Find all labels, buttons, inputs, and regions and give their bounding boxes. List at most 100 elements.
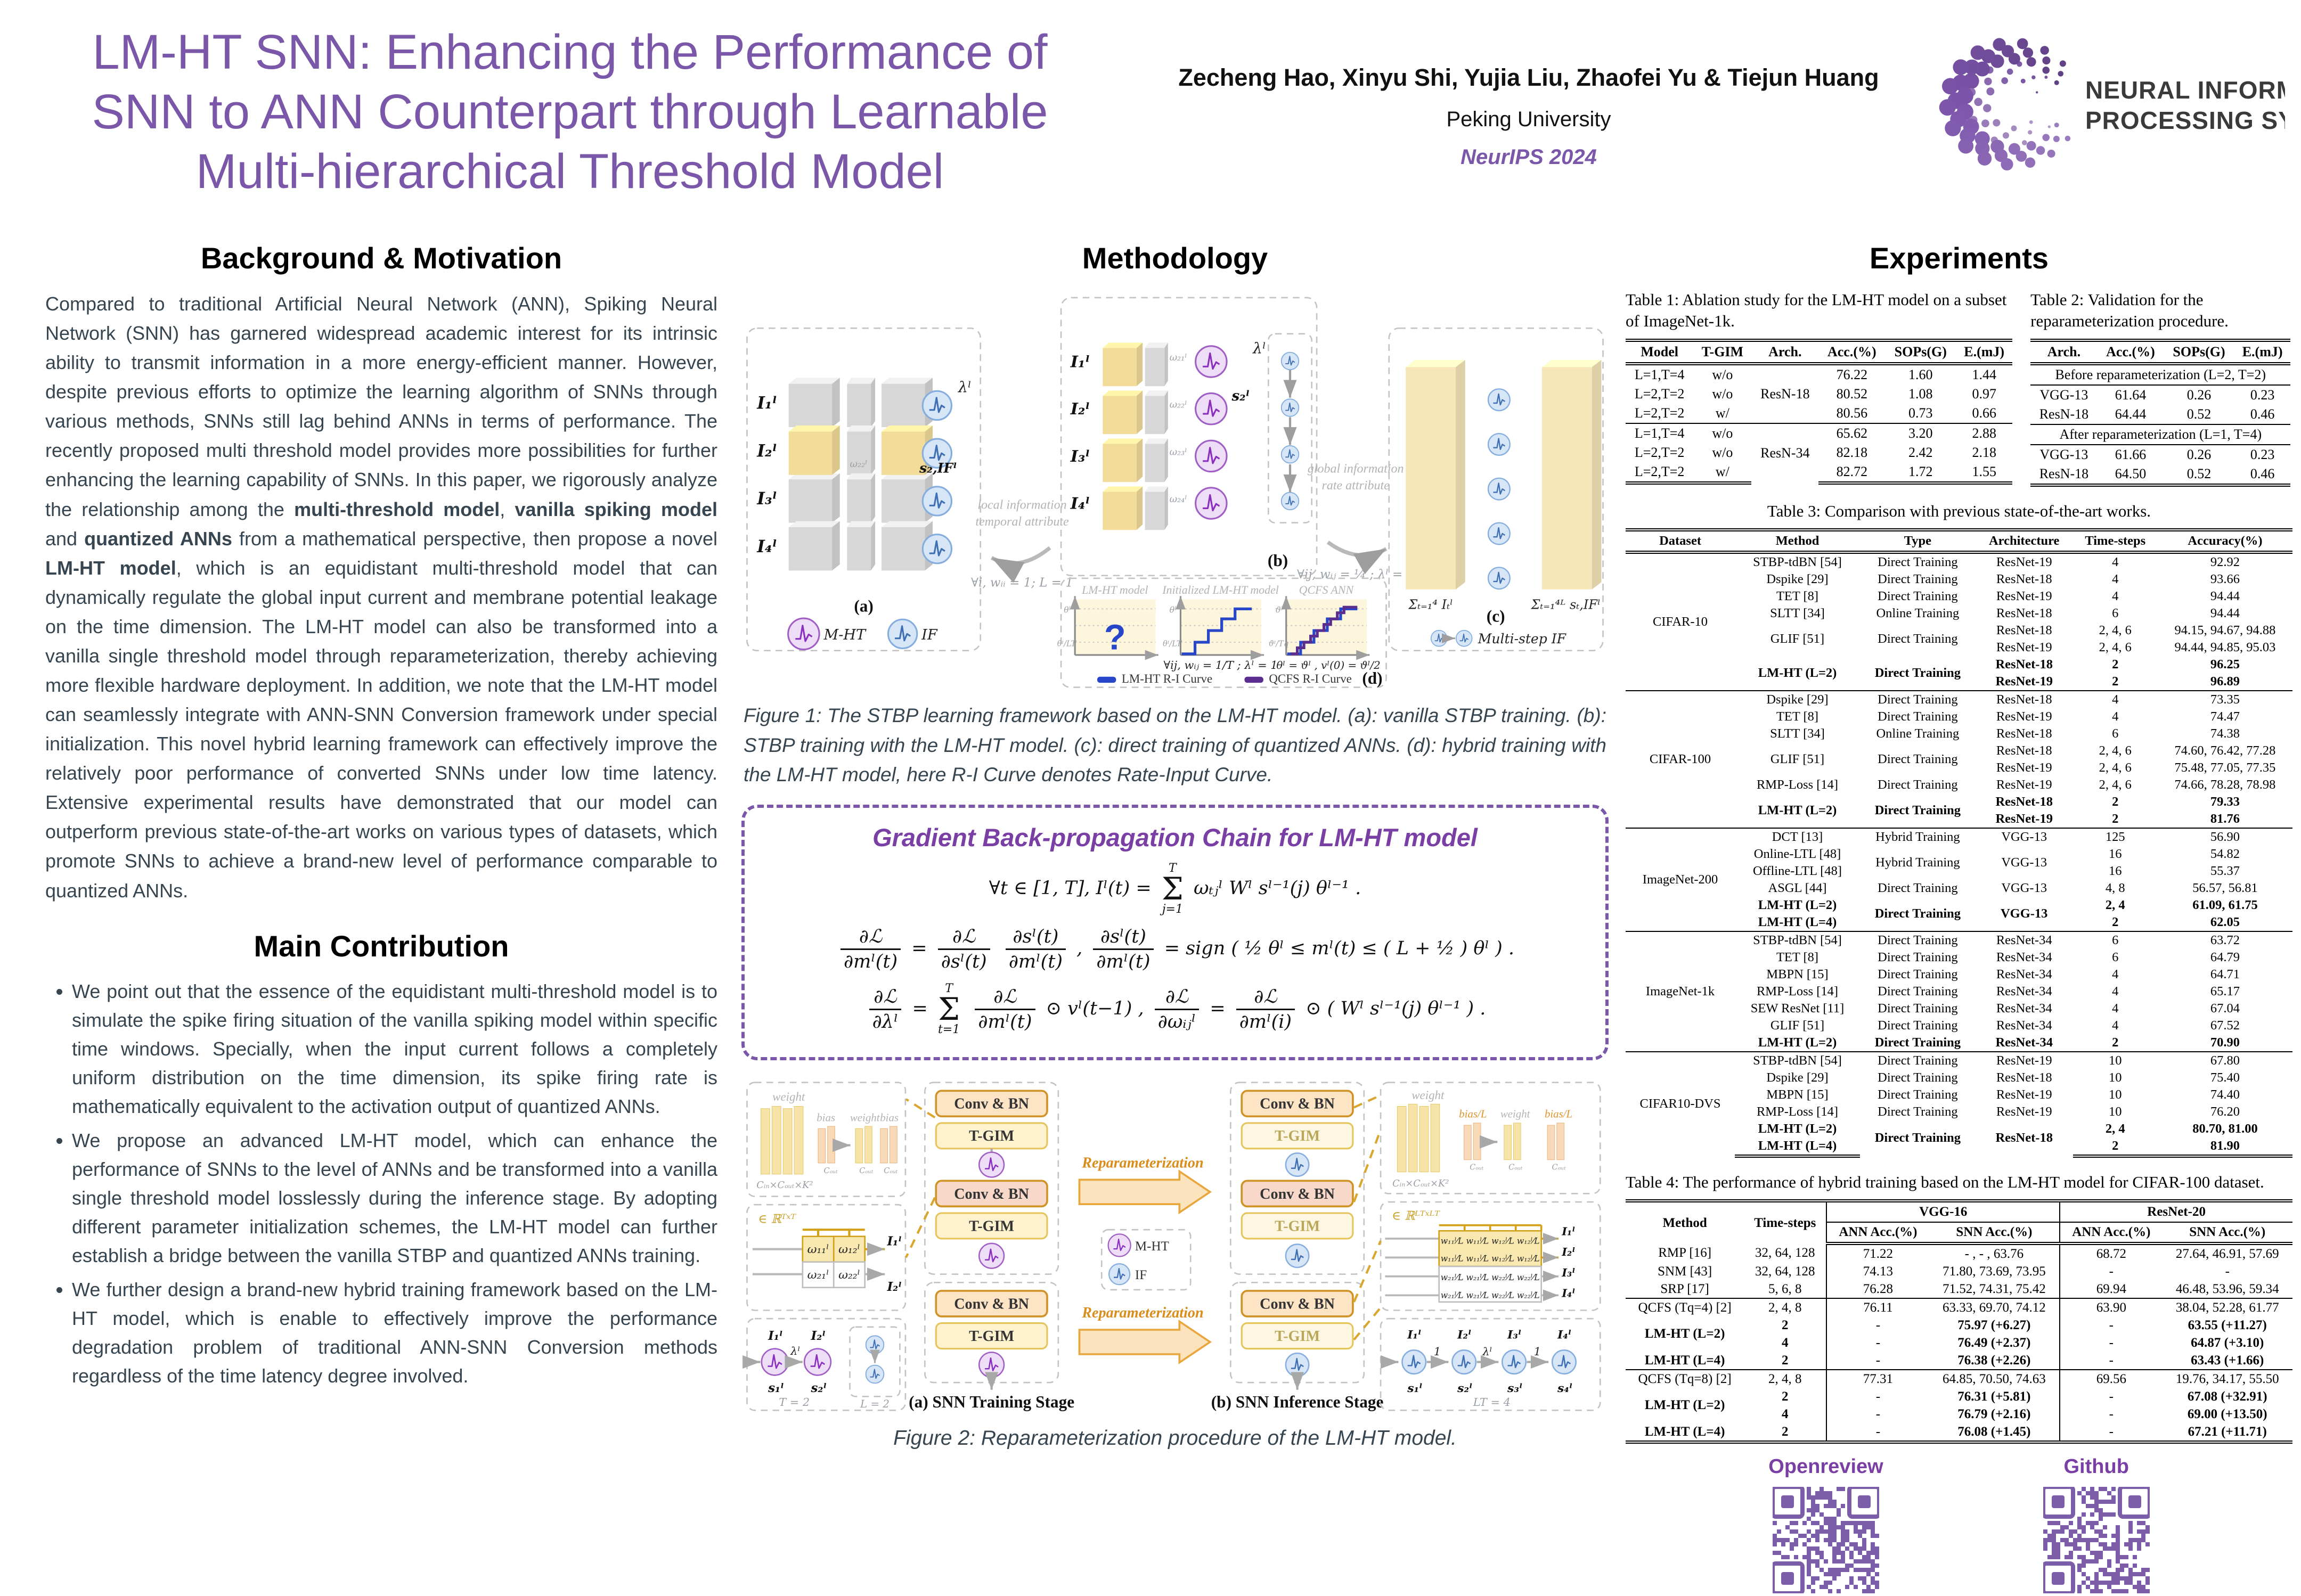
table-cell: 27.64, 46.91, 57.69 bbox=[2175, 1246, 2279, 1261]
table-cell: TET [8] bbox=[1776, 588, 1819, 603]
header-cell: Dataset bbox=[1626, 528, 1735, 554]
table-row: LM-HT (L=2) 2 - 76.31 (+5.81) - 67.08 (+32.91… bbox=[1626, 1388, 2292, 1412]
header-cell: Accuracy(%) bbox=[2157, 528, 2292, 554]
table-row: LM-HT (L=4) 2 62.05 bbox=[1626, 914, 2292, 931]
svg-text:T-GIM: T-GIM bbox=[969, 1128, 1014, 1144]
svg-text:T-GIM: T-GIM bbox=[1275, 1128, 1320, 1144]
svg-text:I₃ˡ: I₃ˡ bbox=[1507, 1328, 1521, 1341]
header-cell: Time-steps bbox=[2072, 528, 2158, 554]
contribution-bullet: We propose an advanced LM-HT model, whic… bbox=[72, 1126, 717, 1270]
table-cell: RMP-Loss [14] bbox=[1756, 1104, 1839, 1119]
methodology-heading: Methodology bbox=[1082, 241, 1268, 275]
background-column: Background & Motivation Compared to trad… bbox=[45, 241, 717, 1396]
table-row: Dspike [29] Direct Training ResNet-18 10 75.… bbox=[1626, 1069, 2292, 1086]
table-cell: 75.40 bbox=[2210, 1070, 2240, 1085]
table-cell: CIFAR-100 bbox=[1626, 690, 1735, 828]
table-cell: 10 bbox=[2072, 1051, 2158, 1069]
svg-text:weight: weight bbox=[772, 1090, 805, 1103]
svg-text:Cₒᵤₜ: Cₒᵤₜ bbox=[1552, 1163, 1566, 1172]
table-cell: 81.76 bbox=[2210, 811, 2240, 826]
table-cell: 55.37 bbox=[2210, 863, 2240, 878]
text-segment: quantized ANNs bbox=[84, 527, 232, 550]
table-cell: ASGL [44] bbox=[1768, 880, 1827, 895]
svg-text:I₂ˡ: I₂ˡ bbox=[1561, 1245, 1575, 1258]
table-row: ResNet-19 2 96.89 bbox=[1626, 673, 2292, 691]
text-segment: and bbox=[45, 527, 85, 550]
table-cell: 74.60, 76.42, 77.28 bbox=[2174, 743, 2276, 758]
table-cell: 64.44 bbox=[2115, 406, 2147, 422]
openreview-block: Openreview bbox=[1768, 1455, 1883, 1596]
fig1-panel-a: I₁ˡ I₂ˡ I₃ˡ I₄ˡ ω₂₂ˡ λˡ s₂,IFˡ (a) M-HT bbox=[746, 328, 982, 651]
svg-text:Conv & BN: Conv & BN bbox=[954, 1095, 1029, 1112]
table-cell: 4 bbox=[2112, 571, 2119, 586]
svg-text:Conv & BN: Conv & BN bbox=[1260, 1095, 1335, 1112]
table-cell: 16 bbox=[2109, 846, 2122, 861]
svg-text:Cₒᵤₜ: Cₒᵤₜ bbox=[859, 1166, 874, 1175]
table-row: CIFAR-10 STBP-tdBN [54] Direct Training Res… bbox=[1626, 552, 2292, 629]
svg-text:Cₒᵤₜ: Cₒᵤₜ bbox=[1470, 1163, 1484, 1172]
github-qr-code[interactable] bbox=[2041, 1485, 2152, 1596]
table-cell: 4 bbox=[1782, 1335, 1789, 1350]
svg-text:(b): (b) bbox=[1268, 551, 1288, 570]
table-cell: RMP [16] bbox=[1658, 1246, 1712, 1261]
table4-block: Table 4: The performance of hybrid train… bbox=[1626, 1172, 2292, 1444]
table-cell: 2 bbox=[2112, 794, 2119, 809]
table-cell: Direct Training bbox=[1878, 1001, 1958, 1016]
table-cell: - bbox=[1826, 1316, 1929, 1335]
table-cell: TET [8] bbox=[1776, 709, 1819, 724]
svg-text:∀ij, wᵢⱼ = 1/T ; λˡ = 1: ∀ij, wᵢⱼ = 1/T ; λˡ = 1 bbox=[1164, 659, 1278, 672]
table-row: CIFAR10-DVS STBP-tdBN [54] Direct Training… bbox=[1626, 1051, 2292, 1156]
openreview-qr-code[interactable] bbox=[1770, 1485, 1881, 1596]
table-cell: Dspike [29] bbox=[1766, 571, 1829, 586]
table-cell: - bbox=[1826, 1423, 1929, 1444]
svg-text:T-GIM: T-GIM bbox=[1275, 1328, 1320, 1345]
svg-text:s₄ˡ: s₄ˡ bbox=[1557, 1381, 1572, 1395]
table-row: ResNet-19 2, 4, 6 94.44, 94.85, 95.03 bbox=[1626, 639, 2292, 656]
table-cell: LM-HT (L=2) bbox=[1758, 665, 1837, 680]
table-cell: 4 bbox=[2112, 709, 2119, 724]
table-cell: 75.97 (+6.27) bbox=[1957, 1317, 2031, 1332]
table-cell: 38.04, 52.28, 61.77 bbox=[2162, 1298, 2292, 1317]
svg-text:θˡ: θˡ bbox=[1064, 605, 1071, 615]
table-row: RMP-Loss [14] Direct Training ResNet-19 10 7… bbox=[1626, 1103, 2292, 1120]
table-cell: ImageNet-200 bbox=[1626, 827, 1735, 931]
table3-caption: Table 3: Comparison with previous state-… bbox=[1767, 501, 2151, 520]
table-cell: 0.73 bbox=[1908, 405, 1933, 421]
svg-text:∀ij, wᵢⱼ = ¼ ; λˡ = 1: ∀ij, wᵢⱼ = ¼ ; λˡ = 1 bbox=[1297, 568, 1414, 582]
table-cell: LM-HT (L=2) bbox=[1758, 803, 1837, 817]
svg-text:I₄ˡ: I₄ˡ bbox=[1557, 1328, 1571, 1341]
svg-text:w₂₁ˡ⁄L w₂₁ˡ⁄L w₂₂ˡ⁄L w₂₂: w₂₁ˡ⁄L w₂₁ˡ⁄L w₂₂ˡ⁄L w₂₂ˡ⁄L bbox=[1441, 1290, 1540, 1300]
table-cell: GLIF [51] bbox=[1770, 631, 1825, 646]
hybrid-training-table: Method Time-steps VGG-16 ResNet-20 ANN Acc.(… bbox=[1626, 1199, 2292, 1444]
figure1-caption: Figure 1: The STBP learning framework ba… bbox=[744, 705, 1606, 785]
table-cell: 2.42 bbox=[1908, 444, 1933, 460]
table-row: CIFAR-100 Dspike [29] Direct Training ResNe… bbox=[1626, 690, 2292, 828]
fig2-inference-stack: Conv & BN T-GIM Conv & BN T-GIM Conv & B… bbox=[1211, 1082, 1384, 1411]
table-cell: 3.20 bbox=[1885, 422, 1956, 443]
table-cell: 32, 64, 128 bbox=[1755, 1264, 1815, 1279]
table-cell: 4 bbox=[1782, 1406, 1789, 1421]
table-cell: ResNet-18 bbox=[1996, 1070, 2052, 1085]
table-cell: ResNet-19 bbox=[1996, 760, 2052, 775]
table-row: ResNet-19 2 81.76 bbox=[1626, 811, 2292, 828]
table-cell: - bbox=[1826, 1405, 1929, 1423]
table-cell: ResNet-18 bbox=[1975, 690, 2073, 708]
table-cell: 16 bbox=[2109, 863, 2122, 878]
table-cell: GLIF [51] bbox=[1770, 751, 1825, 766]
table-cell: Direct Training bbox=[1874, 803, 1961, 817]
fig1-plot-initialized: θˡ θˡ/LT bbox=[1163, 596, 1264, 660]
table-cell: 63.72 bbox=[2157, 930, 2292, 949]
svg-text:weight: weight bbox=[1411, 1088, 1445, 1102]
table-cell: DCT [13] bbox=[1735, 827, 1860, 846]
table-cell: 2 bbox=[2112, 657, 2119, 672]
text-segment: Compared to traditional Artificial Neura… bbox=[45, 293, 717, 520]
text-segment: , which is an equidistant multi-threshol… bbox=[45, 556, 717, 902]
svg-text:QCFS R-I Curve: QCFS R-I Curve bbox=[1269, 672, 1351, 685]
methodology-column: Methodology I₁ˡ I₂ˡ I₃ˡ I₄ˡ ω₂₂ˡ bbox=[741, 241, 1609, 1450]
table-cell: 82.18 bbox=[1836, 444, 1868, 460]
table-row: TET [8] Direct Training ResNet-19 4 74.47 bbox=[1626, 708, 2292, 725]
poster: LM-HT SNN: Enhancing the Performance of … bbox=[0, 0, 2301, 1534]
table-cell: Direct Training bbox=[1874, 1035, 1961, 1050]
table-cell: LM-HT (L=4) bbox=[1735, 1137, 1860, 1158]
table-cell: Direct Training bbox=[1874, 906, 1961, 921]
